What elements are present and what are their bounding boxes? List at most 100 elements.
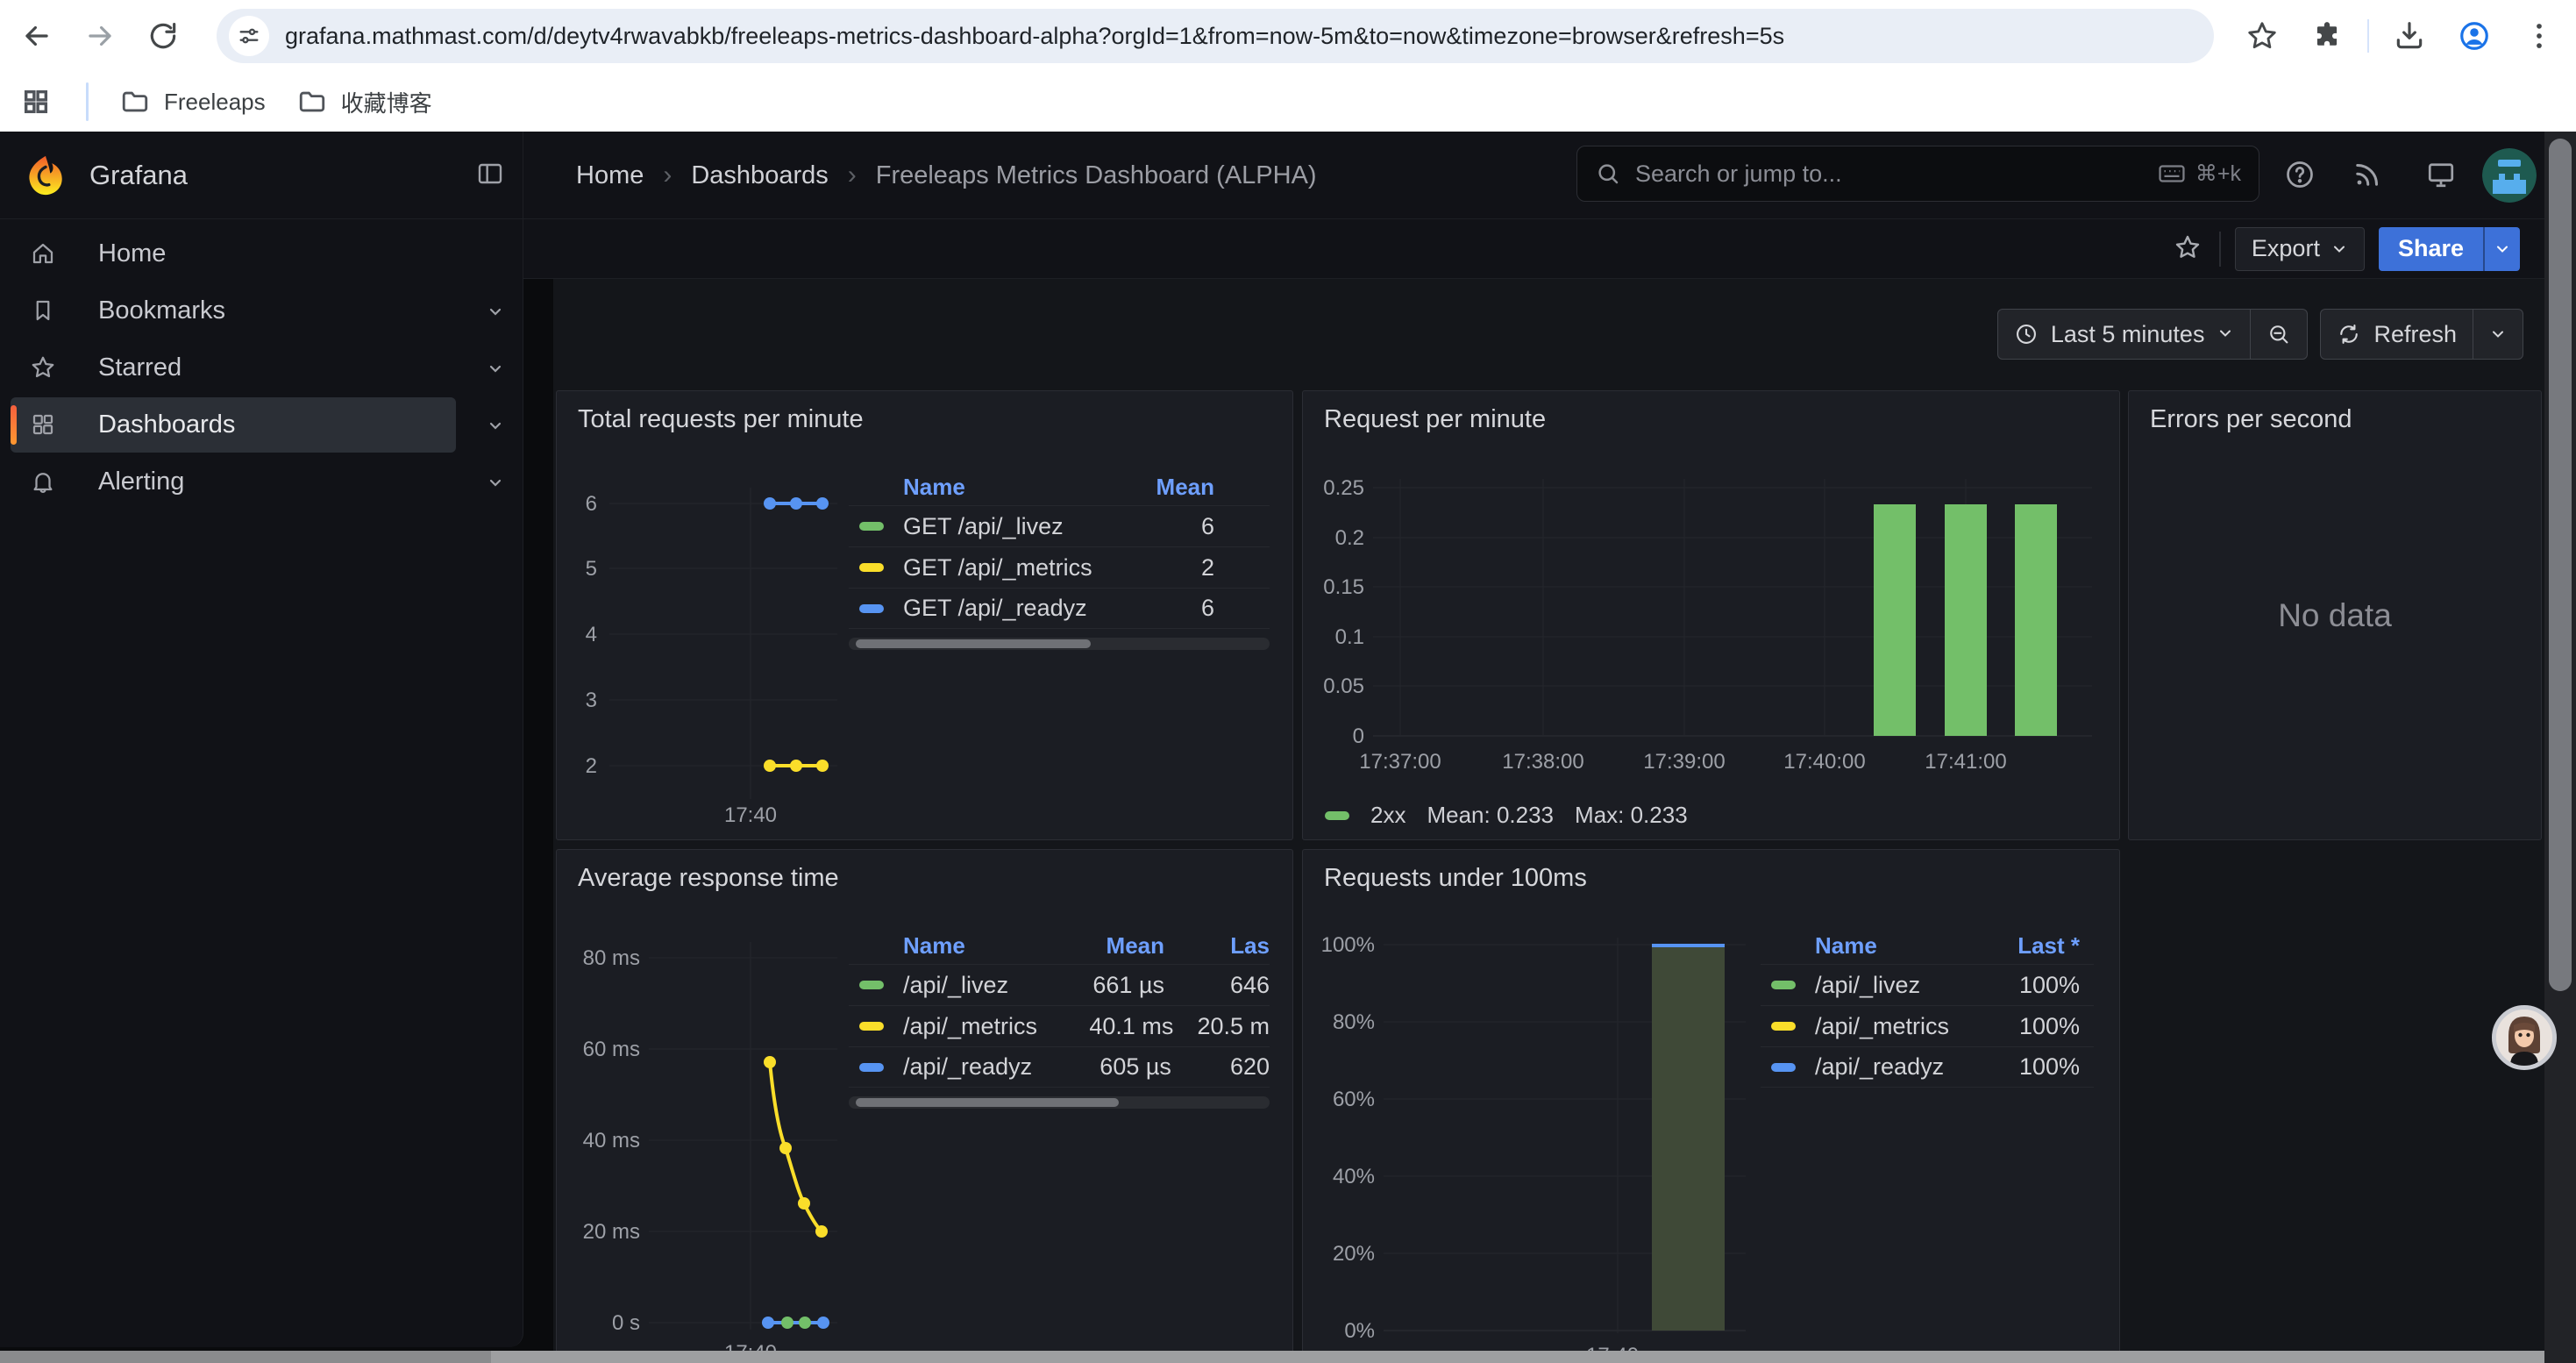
chevron-down-icon[interactable] bbox=[478, 340, 513, 396]
forward-button[interactable] bbox=[75, 11, 125, 61]
legend-row[interactable]: /api/_metrics 40.1 ms 20.5 m bbox=[849, 1005, 1270, 1046]
panel-average-response-time[interactable]: Average response time 80 ms 60 ms 40 ms … bbox=[556, 849, 1293, 1351]
help-icon[interactable] bbox=[2284, 159, 2317, 192]
series-name: /api/_livez bbox=[903, 972, 1008, 999]
series-mean: 40.1 ms bbox=[1037, 1013, 1173, 1040]
bookmark-folder-freeleaps[interactable]: Freeleaps bbox=[120, 87, 266, 117]
panel-title[interactable]: Request per minute bbox=[1324, 405, 1546, 434]
back-button[interactable] bbox=[12, 11, 61, 61]
svg-text:5: 5 bbox=[586, 557, 597, 581]
floating-assistant-avatar[interactable] bbox=[2492, 1005, 2557, 1070]
series-color-pill bbox=[1325, 811, 1349, 820]
svg-text:0.05: 0.05 bbox=[1323, 674, 1364, 698]
chevron-down-icon[interactable] bbox=[478, 397, 513, 453]
legend-col-mean[interactable]: Mean bbox=[1129, 474, 1270, 501]
home-icon bbox=[30, 240, 58, 268]
legend-row[interactable]: GET /api/_readyz 6 bbox=[849, 588, 1270, 629]
sidebar-item-dashboards[interactable]: Dashboards bbox=[11, 397, 456, 453]
zoom-out-button[interactable] bbox=[2251, 310, 2307, 359]
share-button[interactable]: Share bbox=[2379, 227, 2483, 271]
share-dropdown-button[interactable] bbox=[2483, 227, 2520, 271]
sidebar-item-starred[interactable]: Starred bbox=[11, 340, 456, 396]
sidebar-item-alerting[interactable]: Alerting bbox=[11, 454, 456, 510]
export-button[interactable]: Export bbox=[2235, 227, 2365, 271]
time-range-picker[interactable]: Last 5 minutes bbox=[1998, 310, 2251, 359]
svg-text:0.25: 0.25 bbox=[1323, 476, 1364, 500]
legend-col-name[interactable]: Name bbox=[1761, 932, 1971, 960]
search-input[interactable]: Search or jump to... ⌘+k bbox=[1576, 146, 2259, 202]
extensions-icon[interactable] bbox=[2302, 11, 2352, 61]
browser-profile-icon[interactable] bbox=[2450, 11, 2499, 61]
bookmark-star-icon[interactable] bbox=[2238, 11, 2287, 61]
sidebar-item-home[interactable]: Home bbox=[11, 226, 456, 282]
user-avatar[interactable] bbox=[2482, 148, 2537, 203]
grafana-logo[interactable] bbox=[25, 154, 67, 196]
refresh-button[interactable]: Refresh bbox=[2321, 310, 2473, 359]
legend-scrollbar[interactable] bbox=[849, 1096, 1270, 1109]
brand-name[interactable]: Grafana bbox=[89, 160, 188, 191]
downloads-icon[interactable] bbox=[2385, 11, 2434, 61]
vertical-scrollbar[interactable] bbox=[2544, 132, 2576, 1363]
chevron-down-icon[interactable] bbox=[478, 283, 513, 339]
series-last: 646 bbox=[1164, 972, 1270, 999]
legend-row[interactable]: GET /api/_livez 6 bbox=[849, 505, 1270, 546]
chevron-down-icon[interactable] bbox=[478, 454, 513, 510]
grafana-header: Home › Dashboards › Freeleaps Metrics Da… bbox=[523, 132, 2576, 219]
svg-text:2: 2 bbox=[586, 754, 597, 778]
legend-row[interactable]: /api/_livez 661 µs 646 bbox=[849, 964, 1270, 1005]
news-rss-icon[interactable] bbox=[2352, 159, 2385, 192]
sidebar-item-bookmarks[interactable]: Bookmarks bbox=[11, 283, 456, 339]
panel-errors-per-second[interactable]: Errors per second No data bbox=[2128, 390, 2542, 840]
monitor-icon[interactable] bbox=[2425, 159, 2459, 192]
chevron-down-icon bbox=[2494, 240, 2511, 258]
grafana-header-left: Grafana bbox=[0, 132, 523, 219]
bookmark-folder-blogs[interactable]: 收藏博客 bbox=[297, 86, 432, 118]
refresh-label: Refresh bbox=[2373, 321, 2457, 348]
legend-row[interactable]: /api/_readyz 100% bbox=[1761, 1046, 2094, 1088]
panel-title[interactable]: Total requests per minute bbox=[578, 405, 864, 434]
svg-text:60 ms: 60 ms bbox=[583, 1038, 640, 1061]
panel-requests-under-100ms[interactable]: Requests under 100ms 100% 80% 60% 40% 20… bbox=[1302, 849, 2120, 1351]
breadcrumb-dashboards[interactable]: Dashboards bbox=[691, 161, 828, 190]
panel-title[interactable]: Average response time bbox=[578, 864, 839, 893]
legend-row[interactable]: /api/_livez 100% bbox=[1761, 964, 2094, 1005]
actions-divider bbox=[2219, 232, 2221, 267]
legend-col-last[interactable]: Last * bbox=[1971, 932, 2094, 960]
legend-row[interactable]: GET /api/_metrics 2 bbox=[849, 546, 1270, 588]
legend-scrollbar[interactable] bbox=[849, 638, 1270, 650]
reload-button[interactable] bbox=[139, 11, 188, 61]
legend-row[interactable]: /api/_metrics 100% bbox=[1761, 1005, 2094, 1046]
chart-request-per-minute: 0.25 0.2 0.15 0.1 0.05 0 17:37:00 17:38:… bbox=[1320, 466, 2101, 834]
series-name: GET /api/_livez bbox=[903, 513, 1064, 540]
panel-title[interactable]: Requests under 100ms bbox=[1324, 864, 1587, 893]
svg-text:20 ms: 20 ms bbox=[583, 1220, 640, 1244]
legend-col-name[interactable]: Name bbox=[849, 932, 1015, 960]
address-bar[interactable]: grafana.mathmast.com/d/deytv4rwavabkb/fr… bbox=[217, 9, 2214, 63]
series-mean: 605 µs bbox=[1032, 1053, 1171, 1081]
horizontal-scrollbar[interactable] bbox=[0, 1351, 2544, 1363]
legend-2xx[interactable]: 2xx Mean: 0.233 Max: 0.233 bbox=[1325, 802, 1688, 829]
url-text[interactable]: grafana.mathmast.com/d/deytv4rwavabkb/fr… bbox=[285, 23, 1784, 50]
site-settings-icon[interactable] bbox=[229, 16, 269, 56]
legend-col-name[interactable]: Name bbox=[849, 474, 1129, 501]
apps-grid-icon[interactable] bbox=[21, 87, 51, 117]
horizontal-scrollbar-thumb[interactable] bbox=[0, 1351, 491, 1363]
favorite-star-icon[interactable] bbox=[2174, 233, 2205, 265]
panel-total-requests[interactable]: Total requests per minute 6 5 4 3 2 17:4… bbox=[556, 390, 1293, 840]
refresh-interval-dropdown[interactable] bbox=[2473, 310, 2523, 359]
legend-row[interactable]: /api/_readyz 605 µs 620 bbox=[849, 1046, 1270, 1088]
browser-menu-icon[interactable] bbox=[2515, 11, 2564, 61]
series-color-pill bbox=[859, 604, 884, 613]
breadcrumb-home[interactable]: Home bbox=[576, 161, 644, 190]
panel-title[interactable]: Errors per second bbox=[2150, 405, 2352, 434]
legend-col-last[interactable]: Las bbox=[1164, 932, 1270, 960]
search-shortcut: ⌘+k bbox=[2157, 159, 2241, 189]
vertical-scrollbar-thumb[interactable] bbox=[2549, 139, 2572, 991]
star-icon bbox=[30, 354, 58, 382]
dock-menu-icon[interactable] bbox=[476, 160, 508, 191]
svg-text:80 ms: 80 ms bbox=[583, 946, 640, 970]
refresh-icon bbox=[2337, 322, 2361, 346]
panel-request-per-minute[interactable]: Request per minute 0.25 0.2 0.15 0.1 0.0… bbox=[1302, 390, 2120, 840]
legend-col-mean[interactable]: Mean bbox=[1015, 932, 1164, 960]
share-button-group: Share bbox=[2379, 227, 2520, 271]
